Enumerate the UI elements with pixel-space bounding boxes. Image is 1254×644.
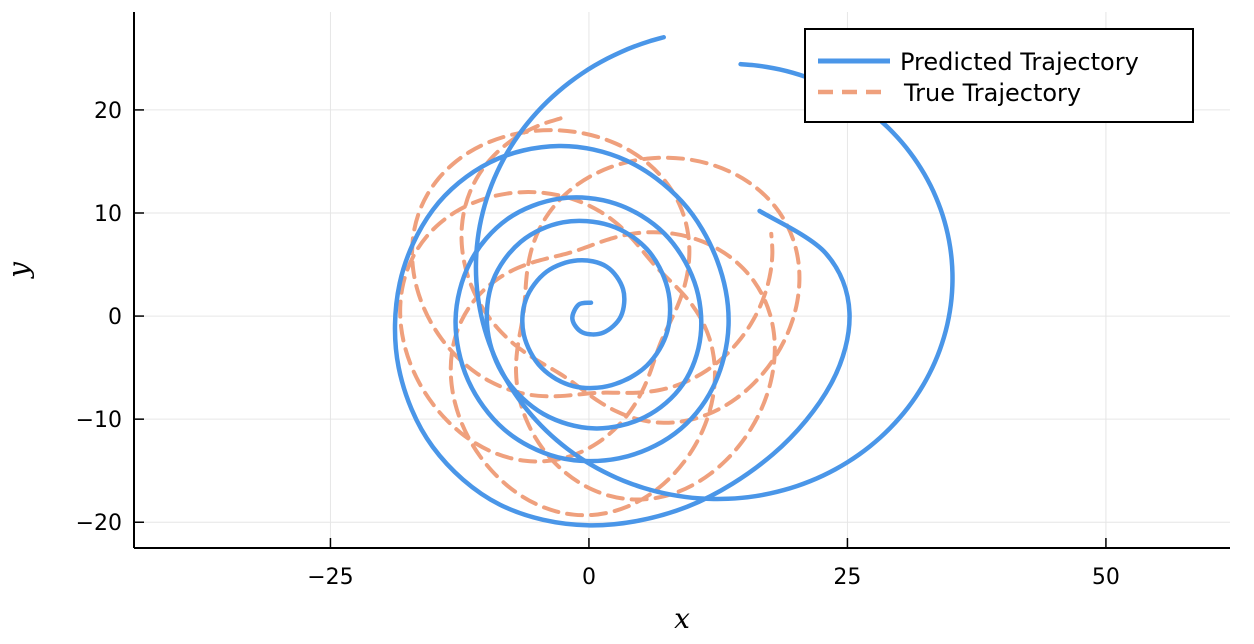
series-layer	[392, 35, 955, 528]
x-tick-label: 50	[1092, 565, 1120, 590]
legend-label-predicted: Predicted Trajectory	[900, 48, 1139, 76]
y-tick-label: 20	[94, 99, 122, 124]
legend: Predicted Trajectory True Trajectory	[804, 28, 1194, 123]
x-axis-title: x	[674, 602, 690, 635]
x-tick-label: −25	[307, 565, 353, 590]
legend-box	[804, 28, 1194, 123]
axes	[133, 12, 1230, 549]
tick-labels: −25 0 25 50 −20 −10 0 10 20	[76, 99, 1120, 590]
y-tick-label: 10	[94, 202, 122, 227]
y-tick-label: 0	[108, 305, 122, 330]
y-tick-label: −20	[76, 511, 122, 536]
legend-label-true: True Trajectory	[903, 79, 1081, 107]
x-tick-label: 0	[582, 565, 596, 590]
y-tick-label: −10	[76, 408, 122, 433]
predicted-trajectory-line	[392, 143, 852, 528]
x-tick-label: 25	[833, 565, 861, 590]
true-trajectory-line	[398, 116, 802, 518]
predicted-trajectory-outer-loop	[473, 35, 955, 502]
y-axis-title: y	[2, 261, 35, 280]
